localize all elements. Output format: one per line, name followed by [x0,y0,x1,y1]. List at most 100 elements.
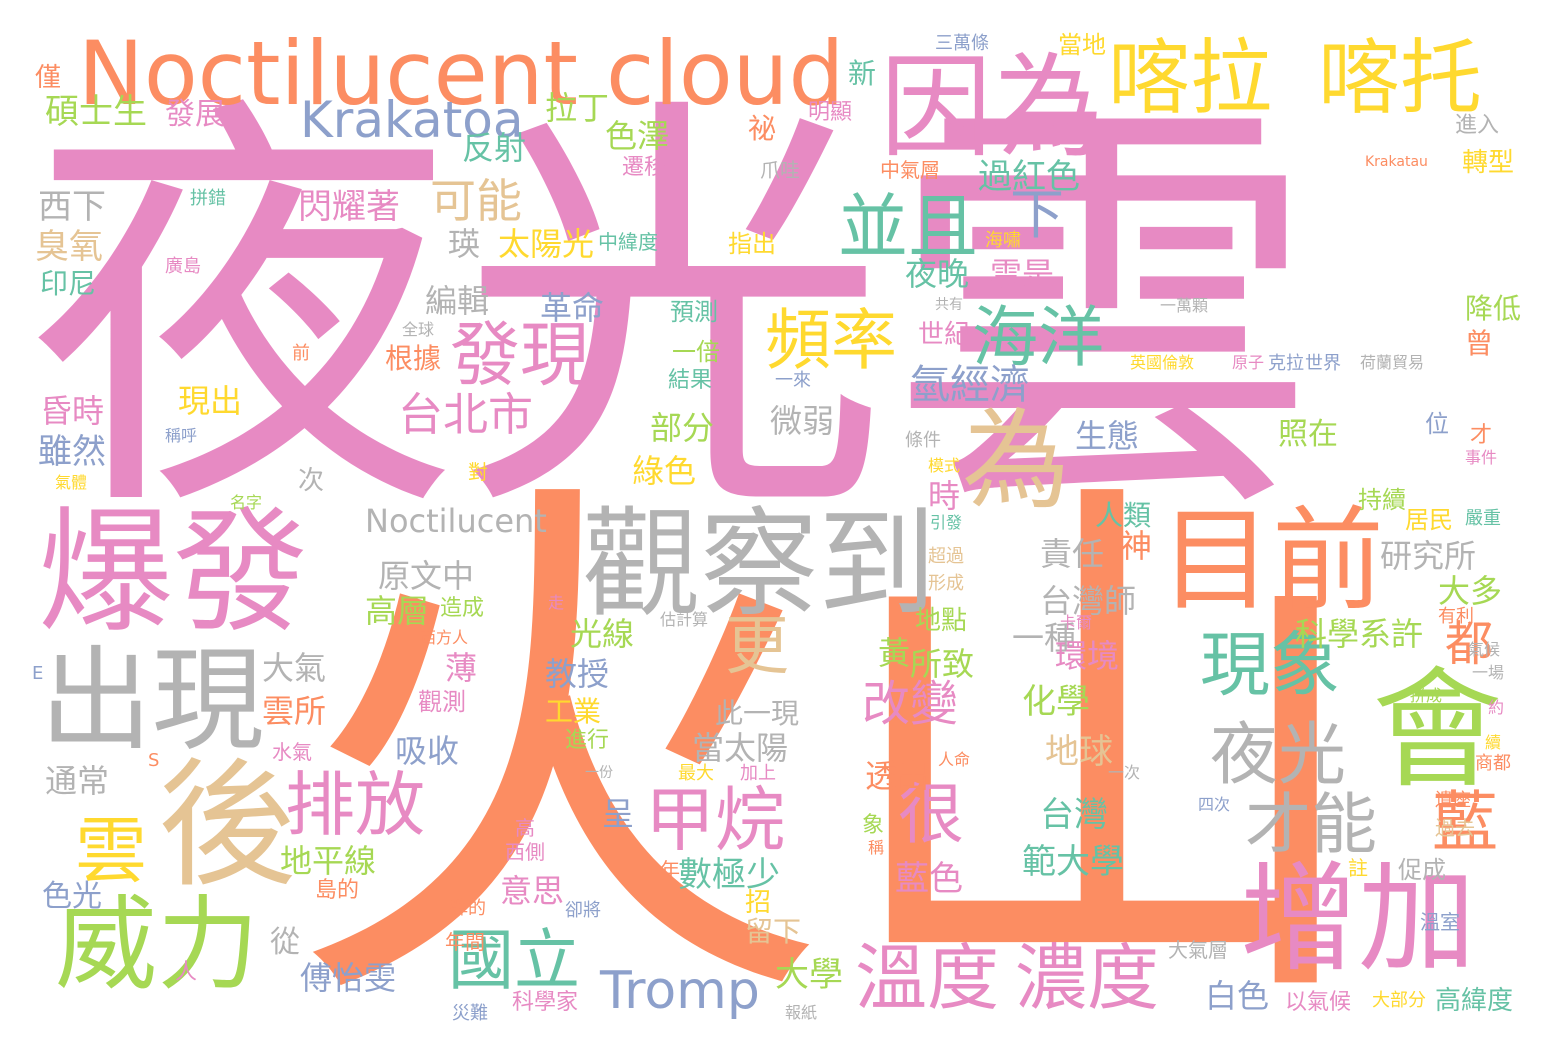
word-gaibian: 改變 [862,676,959,732]
word-yizhong: 一種 [1012,619,1077,657]
word-yifen: 一份 [585,765,613,781]
word-daduo: 大多 [1438,572,1503,610]
word-geming: 革命 [540,289,605,327]
word-mingxian: 明顯 [808,100,853,125]
word-jiashang: 加上 [740,763,776,784]
word-renming: 人命 [938,750,971,769]
word-qingjingji: 氫經濟 [910,362,1030,408]
word-geng: 更 [725,610,789,684]
word-baise: 白色 [1205,977,1270,1015]
word-yunshi: 雲是 [990,255,1055,293]
word-weili: 威力 [55,886,259,1005]
word-yewan: 夜晚 [905,255,970,293]
word-shuoshisheng: 碩士生 [45,92,147,132]
word-paifang: 排放 [285,764,425,846]
word-ceng: 曾 [1465,327,1494,360]
word-yisi: 意思 [500,872,565,910]
word-liuxia: 留下 [745,915,802,948]
word-wei: 為 [962,399,1071,524]
word-shanyaozhe: 閃耀著 [298,187,400,227]
word-dui: 對 [468,460,488,484]
word-kala: 喀拉 [1108,31,1273,126]
word-mi: 祕 [748,112,777,145]
word-shi: 時 [928,477,961,515]
word-kaer: 卡爾 [1060,613,1093,632]
word-zou: 走 [548,593,565,612]
word-wei2: 位 [1425,410,1449,438]
word-shijie: 世界 [1305,353,1341,374]
word-cheng2: 稱 [868,838,885,857]
word-dangtaiyang: 當太陽 [692,729,789,767]
word-tongchang: 通常 [45,762,110,800]
word-xifangren: 西方人 [420,628,469,647]
word-xin: 新 [848,57,877,90]
word-xu: 續 [1485,733,1502,752]
word-nianjian: 年間 [445,930,485,954]
word-noctilucent-cloud: Noctilucent cloud [78,22,845,125]
word-quejiang: 卻將 [565,900,601,921]
word-chenghu: 稱呼 [165,426,198,445]
word-gaoweidu: 高緯度 [1435,986,1514,1016]
word-dou: 都 [1445,616,1494,672]
word-touchu: 透出 [865,757,930,795]
word-nongdu: 濃度 [1015,936,1160,1020]
word-qianyi: 遷移 [622,155,667,180]
word-suozhi: 所致 [910,645,975,683]
word-bufen: 部分 [650,409,715,447]
word-qihou: 氣候 [1468,640,1501,659]
word-mingzi: 名字 [230,493,263,512]
word-bianji: 編輯 [425,282,490,320]
word-haixiao: 海嘯 [985,230,1021,251]
word-sanwantiao: 三萬條 [935,33,989,54]
word-nian: 年 [660,858,680,882]
word-baofa: 爆發 [38,494,308,651]
word-yinfa: 引發 [930,513,963,532]
word-krakatau: Krakatau [1365,154,1428,170]
word-yeguangyun: 夜光雲 [28,65,1318,565]
word-yuanzi: 原子 [1232,353,1265,372]
word-jiaoshou: 教授 [545,655,610,693]
word-tromp: Tromp [600,961,760,1021]
word-qiti: 氣體 [55,473,88,492]
word-yanzhong: 嚴重 [1465,508,1501,529]
word-caineng: 才能 [1245,786,1377,863]
word-taiwan: 台灣 [1040,795,1108,835]
word-lading: 拉丁 [545,89,610,127]
word-taiwanshi: 台灣師 [1040,582,1137,620]
word-seze: 色澤 [605,117,670,155]
word-jiawan: 甲烷 [645,779,785,861]
word-shen: 神 [1120,527,1153,565]
word-baozhi: 報紙 [785,1003,818,1022]
word-yibei: 一倍 [672,338,720,366]
word-daqiceng: 大氣層 [1168,938,1228,962]
word-zaocheng: 造成 [440,596,485,621]
word-daxue: 大學 [775,955,843,995]
word-haiyang: 海洋 [972,299,1104,376]
word-chixu: 持續 [1358,486,1406,514]
word-fazhan: 發展 [165,97,225,132]
word-hen: 很 [898,776,964,853]
word-zhongweidu: 中緯度 [598,230,658,254]
word-guanchadao: 觀察到 [582,495,937,633]
word-yuanwenzhong: 原文中 [378,557,475,595]
word-yuce: 預測 [670,298,718,326]
word-zhu: 註 [1348,856,1368,880]
word-muqian: 目前 [1160,496,1384,626]
word-kexuexixu: 科學系許 [1295,615,1424,653]
word-gao: 高 [515,816,535,840]
word-shiji: 世紀 [918,320,971,350]
word-dande: 弾的 [450,898,486,919]
word-hui: 會 [1372,654,1503,806]
word-bao: 薄 [445,649,478,687]
word-daqi: 大氣 [262,649,327,687]
word-yunsuo: 雲所 [262,692,327,730]
word-diqiu: 地球 [1045,732,1113,772]
word-didian: 地點 [915,606,968,636]
word-genju: 根據 [385,342,442,375]
word-weiruo: 微弱 [770,402,835,440]
word-huang: 黃 [878,634,911,672]
word-huaxue: 化學 [1022,682,1090,722]
word-s: S [148,750,160,771]
word-cucheng: 促成 [1398,856,1446,884]
